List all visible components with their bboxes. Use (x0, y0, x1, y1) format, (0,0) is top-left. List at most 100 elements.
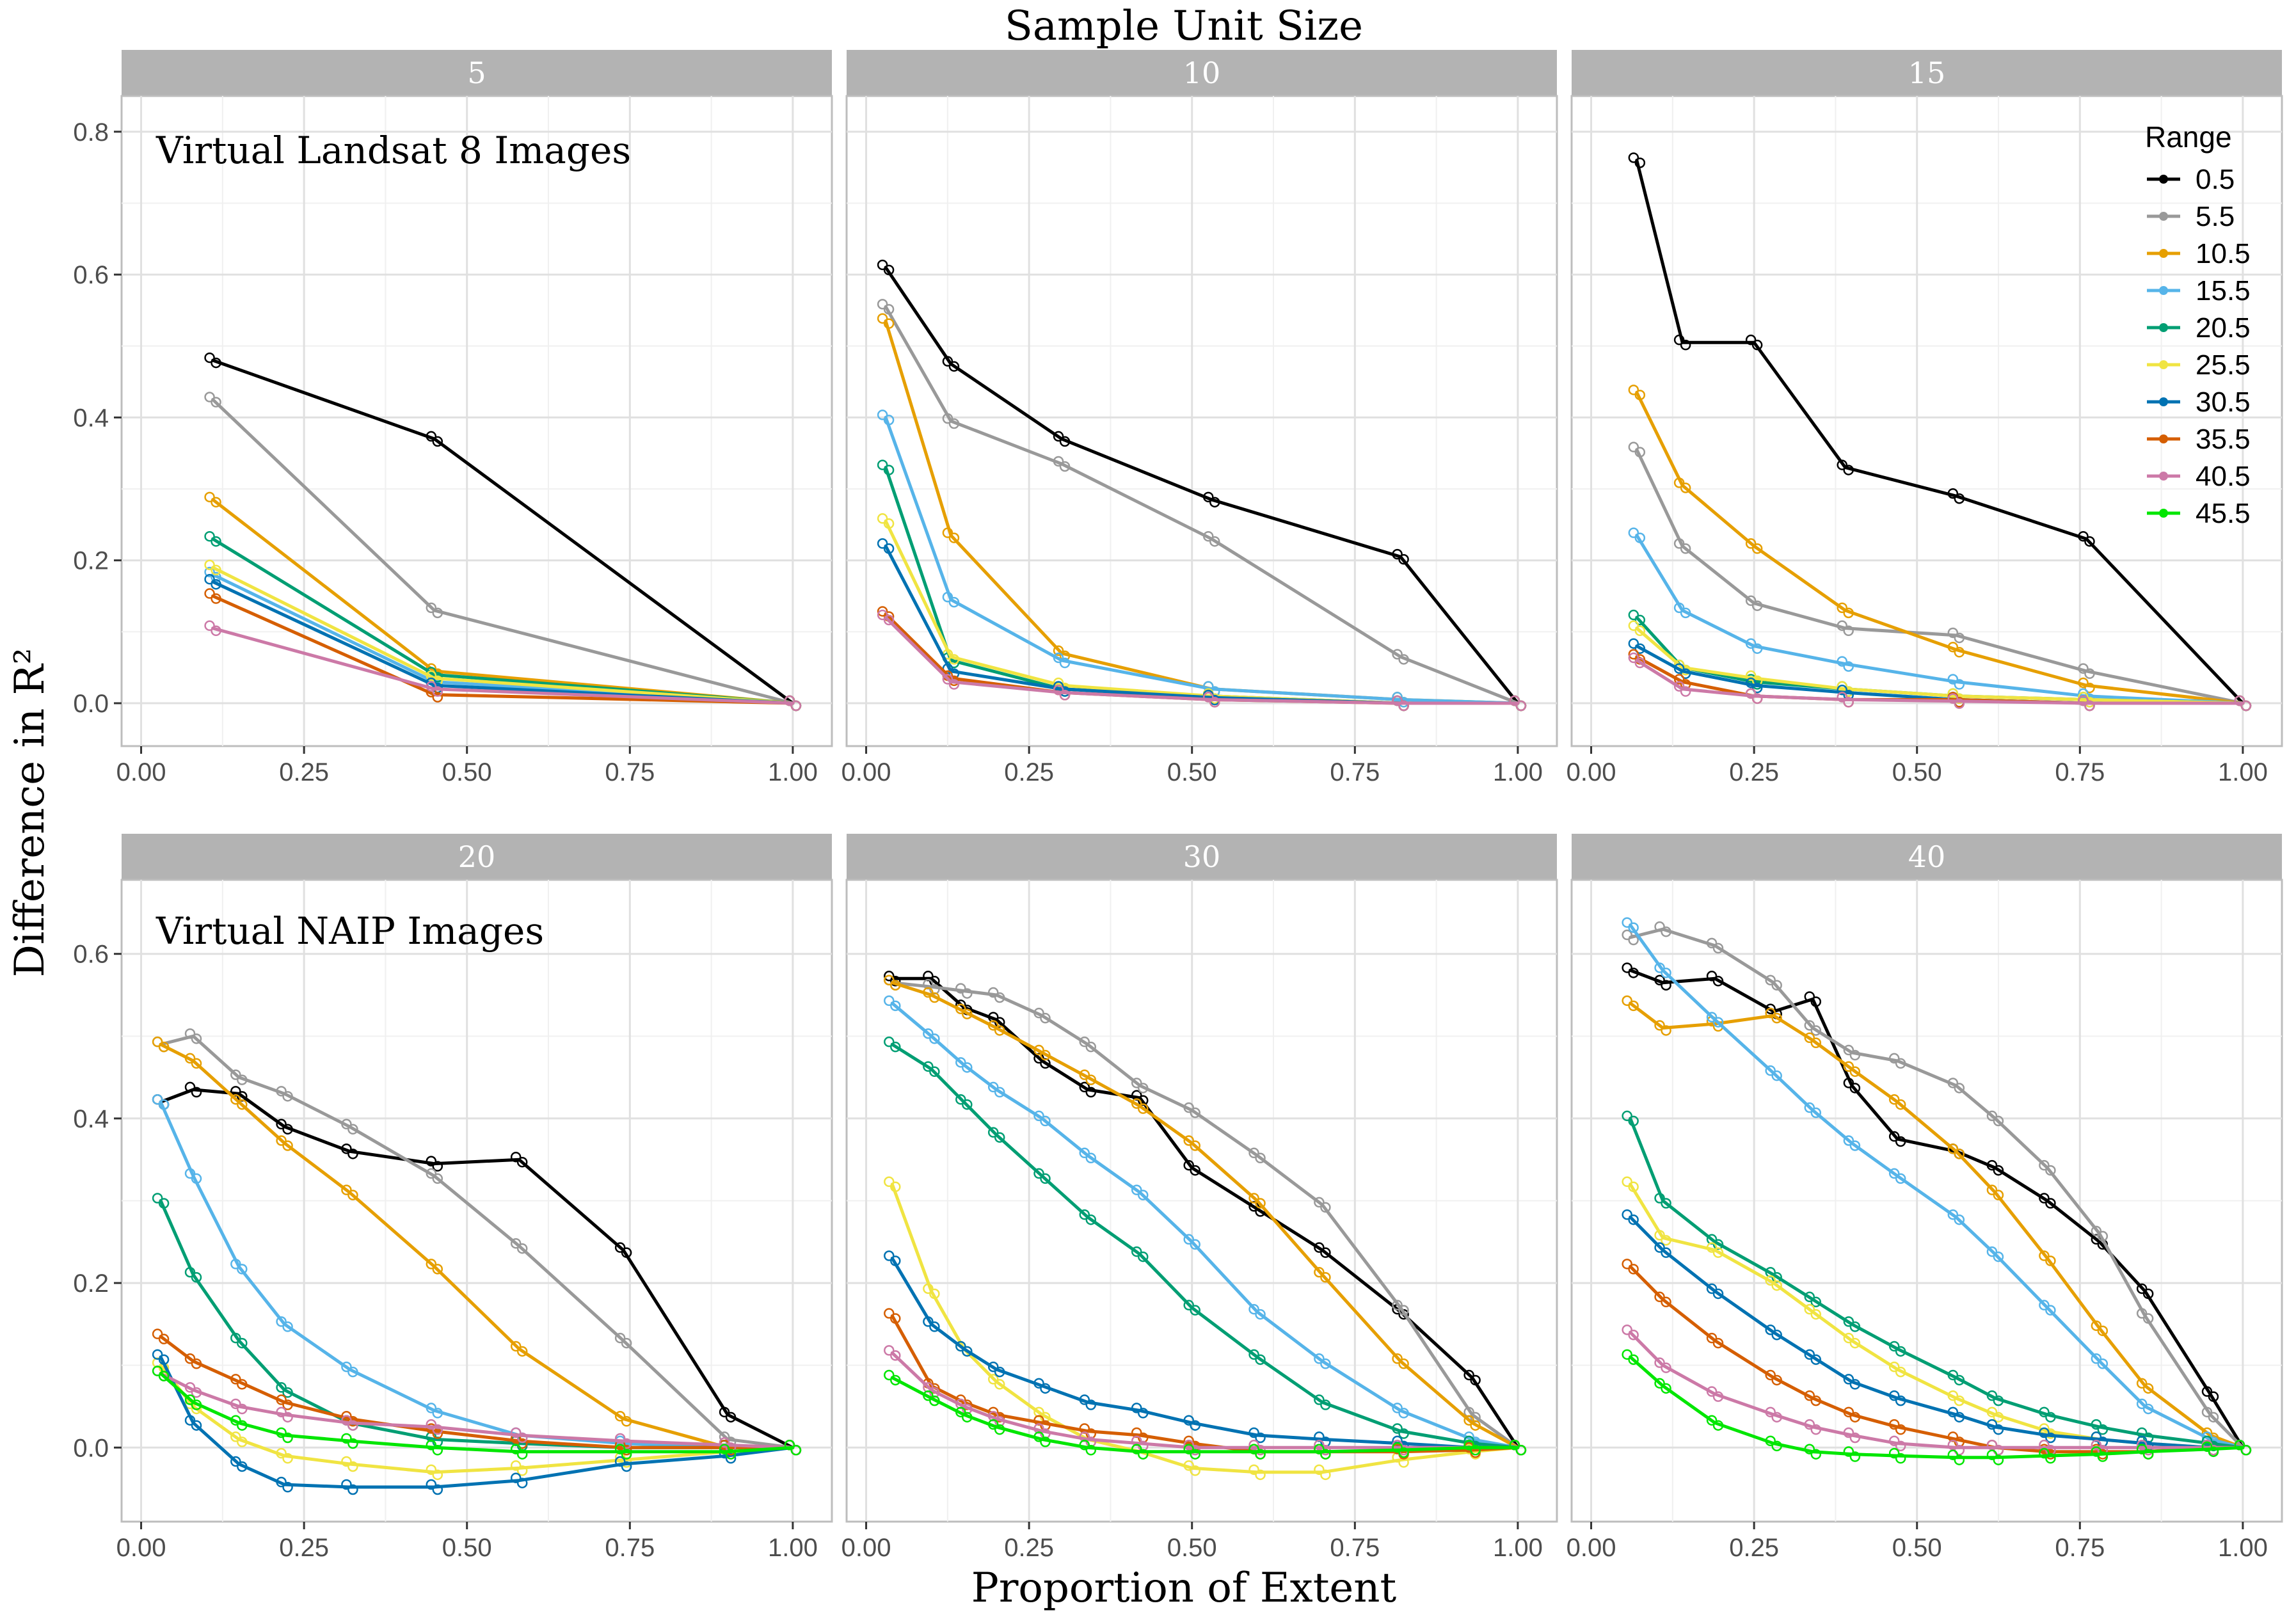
data-point (282, 1481, 293, 1493)
legend-key-point (2159, 472, 2168, 481)
data-point (1661, 980, 1671, 991)
data-point (230, 1415, 241, 1426)
data-point (725, 1449, 737, 1460)
data-point (1810, 1424, 1822, 1435)
legend-entry-35.5: 35.5 (2147, 424, 2251, 455)
data-point (1248, 1147, 1259, 1159)
series-5.5 (1628, 442, 2252, 712)
series-45.5 (884, 1369, 1527, 1460)
data-point (987, 1020, 999, 1031)
data-point (1654, 1357, 1665, 1368)
x-tick-label: 0.75 (605, 1534, 655, 1562)
data-point (211, 497, 221, 508)
data-point (1895, 1440, 1906, 1452)
data-point (1765, 1435, 1776, 1447)
data-point (929, 1321, 940, 1332)
data-point (1190, 1140, 1200, 1151)
data-point (1947, 627, 1959, 639)
data-point (204, 352, 215, 363)
data-point (211, 357, 221, 369)
data-point (1993, 1251, 2004, 1262)
data-point (1053, 431, 1064, 442)
data-point (1392, 695, 1403, 706)
data-point (1628, 1214, 1639, 1225)
data-point (237, 1099, 248, 1110)
data-point (1190, 1107, 1200, 1118)
data-point (923, 1390, 934, 1401)
data-point (1628, 652, 1639, 664)
data-point (1209, 536, 1220, 547)
data-point (1837, 620, 1847, 632)
data-point (432, 1173, 443, 1184)
data-point (1765, 1065, 1776, 1076)
data-point (1131, 1246, 1142, 1257)
data-point (1895, 1058, 1906, 1069)
data-point (994, 1025, 1005, 1036)
data-point (1843, 661, 1854, 672)
data-point (1843, 1374, 1854, 1385)
data-point (1320, 1247, 1331, 1258)
data-point (1033, 1110, 1044, 1122)
data-point (230, 1332, 241, 1344)
data-point (1680, 668, 1691, 680)
strip-label: 10 (1183, 56, 1221, 90)
data-point (1622, 995, 1632, 1007)
data-point (237, 1461, 248, 1472)
data-point (1810, 1037, 1822, 1048)
data-point (884, 1345, 895, 1356)
data-point (276, 1476, 287, 1488)
data-point (1804, 1419, 1815, 1430)
data-point (204, 530, 215, 542)
data-point (923, 987, 934, 998)
data-point (2136, 1308, 2148, 1319)
data-point (1203, 692, 1214, 703)
data-point (1634, 643, 1646, 654)
data-point (1771, 1329, 1782, 1341)
data-point (1255, 1309, 1266, 1320)
legend-label: 45.5 (2196, 498, 2251, 529)
data-point (1314, 1394, 1325, 1405)
data-point (1706, 1012, 1718, 1023)
data-point (2045, 1305, 2056, 1316)
data-point (1895, 1395, 1906, 1406)
data-point (516, 1477, 528, 1488)
data-point (516, 1438, 528, 1449)
data-point (282, 1124, 293, 1135)
data-point (1954, 1395, 1965, 1406)
data-point (1804, 1032, 1815, 1043)
panel-10: 10 0.00 0.25 0.50 0.75 1.00 (841, 50, 1558, 786)
x-tick-label: 0.00 (1567, 758, 1616, 786)
data-point (987, 1374, 999, 1385)
data-point (2097, 1230, 2109, 1242)
data-point (2240, 1445, 2252, 1456)
data-point (1320, 1469, 1331, 1481)
data-point (1843, 1078, 1854, 1088)
strip-label: 15 (1908, 56, 1946, 90)
data-point (1628, 442, 1639, 452)
data-point (890, 1374, 901, 1386)
data-point (884, 971, 895, 982)
data-point (426, 1440, 437, 1451)
data-point (1986, 1449, 1998, 1460)
data-point (1628, 967, 1639, 978)
data-point (1628, 609, 1639, 621)
data-point (1954, 647, 1965, 658)
data-point (1745, 638, 1757, 649)
data-point (1085, 1214, 1097, 1225)
data-point (1040, 1115, 1051, 1127)
data-point (1745, 334, 1757, 346)
data-point (890, 1313, 901, 1324)
data-point (516, 1449, 528, 1460)
data-point (276, 1118, 287, 1130)
data-point (191, 1358, 202, 1369)
data-point (923, 1283, 934, 1294)
x-tick-label: 0.25 (279, 758, 329, 786)
data-point (1849, 1412, 1861, 1423)
data-point (1751, 600, 1763, 611)
data-point (1398, 700, 1409, 712)
data-point (987, 1361, 999, 1373)
data-point (614, 1456, 626, 1467)
x-tick-label: 0.00 (841, 1534, 891, 1562)
data-point (1654, 1291, 1665, 1303)
data-point (942, 413, 953, 424)
